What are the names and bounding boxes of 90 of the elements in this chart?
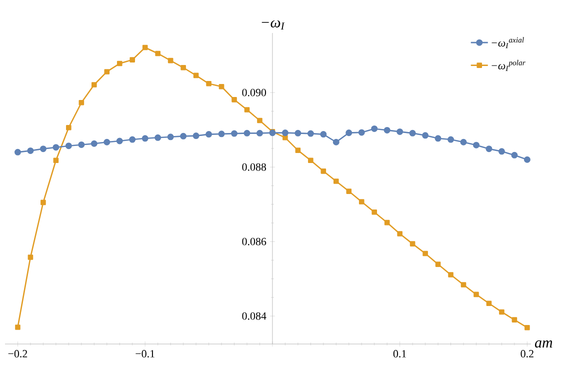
point [192, 132, 200, 140]
point [332, 138, 340, 146]
point [448, 272, 454, 278]
point [511, 152, 518, 158]
point [244, 130, 250, 136]
point [460, 138, 467, 146]
point [193, 72, 199, 78]
point [78, 141, 85, 148]
point [358, 129, 365, 136]
point [78, 100, 84, 106]
point [474, 292, 479, 298]
point [28, 254, 34, 260]
point [92, 82, 97, 88]
point [499, 309, 504, 315]
point [460, 282, 466, 288]
point [308, 158, 314, 164]
point [154, 134, 162, 141]
point [180, 132, 187, 140]
y-tick-label: 0.084 [242, 312, 266, 320]
point [142, 135, 148, 142]
point [434, 135, 442, 142]
point [142, 44, 148, 50]
point [129, 136, 136, 143]
point [130, 57, 136, 62]
point [320, 168, 326, 174]
point [257, 118, 262, 124]
point [256, 130, 263, 136]
point [346, 130, 352, 136]
point [40, 146, 46, 152]
point [346, 188, 352, 194]
point [116, 60, 122, 66]
point [307, 130, 314, 137]
point [104, 69, 110, 74]
point [320, 131, 327, 138]
point [448, 136, 454, 143]
point [52, 144, 60, 151]
point [333, 178, 339, 184]
point [218, 84, 224, 90]
point [206, 81, 212, 86]
point [231, 130, 238, 137]
y-tick-label: 0.086 [242, 238, 266, 246]
point [294, 130, 302, 136]
point [15, 324, 20, 330]
point [512, 317, 518, 322]
point [206, 131, 212, 138]
point [435, 262, 441, 267]
point [14, 148, 21, 156]
point [486, 300, 492, 306]
point [27, 147, 34, 154]
point [155, 50, 160, 56]
point [397, 231, 402, 236]
point [65, 142, 72, 150]
point [524, 324, 530, 330]
x-tick-label: 0.2 [520, 350, 534, 358]
point [180, 64, 186, 70]
point [218, 130, 225, 138]
point [384, 126, 390, 134]
point [422, 250, 428, 256]
point [498, 148, 505, 155]
x-tick-label: 0.1 [393, 350, 406, 358]
point [53, 158, 59, 164]
point [396, 128, 404, 135]
x-tick-label: −0.1 [136, 350, 154, 358]
point [372, 210, 377, 215]
y-tick-label: 0.088 [242, 163, 266, 171]
point [371, 125, 378, 132]
point [66, 124, 72, 130]
point [524, 156, 530, 163]
point [409, 130, 416, 136]
point [167, 134, 174, 140]
point [282, 130, 288, 136]
x-axis-title: am [534, 340, 552, 348]
x-tick-label: −0.2 [8, 350, 28, 358]
point [168, 58, 174, 64]
y-axis-title: −ω$_{I}$ [262, 20, 285, 30]
y-tick-label: 0.090 [242, 88, 266, 96]
point [295, 148, 301, 153]
point [358, 199, 364, 204]
point [244, 107, 250, 112]
point [486, 146, 492, 152]
point [104, 138, 110, 146]
point [282, 135, 288, 140]
point [384, 220, 390, 226]
point [232, 97, 237, 102]
point [40, 200, 46, 206]
point [90, 140, 98, 147]
point [422, 132, 429, 139]
point [410, 241, 416, 246]
point [116, 138, 123, 144]
point [472, 142, 480, 148]
